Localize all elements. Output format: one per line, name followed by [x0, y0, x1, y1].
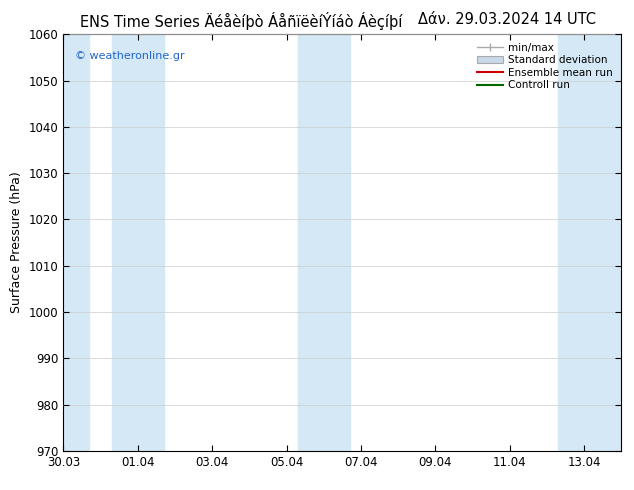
- Text: Δάν. 29.03.2024 14 UTC: Δάν. 29.03.2024 14 UTC: [418, 12, 596, 27]
- Legend: min/max, Standard deviation, Ensemble mean run, Controll run: min/max, Standard deviation, Ensemble me…: [474, 40, 616, 94]
- Bar: [558, 34, 621, 451]
- Text: ENS Time Series Äéåèíþò ÁåñïëèíÝíáò Áèçíþí: ENS Time Series Äéåèíþò ÁåñïëèíÝíáò Áèçí…: [80, 12, 402, 30]
- Bar: [298, 34, 350, 451]
- Text: © weatheronline.gr: © weatheronline.gr: [75, 51, 184, 61]
- Bar: [112, 34, 164, 451]
- Bar: [63, 34, 89, 451]
- Y-axis label: Surface Pressure (hPa): Surface Pressure (hPa): [10, 172, 23, 314]
